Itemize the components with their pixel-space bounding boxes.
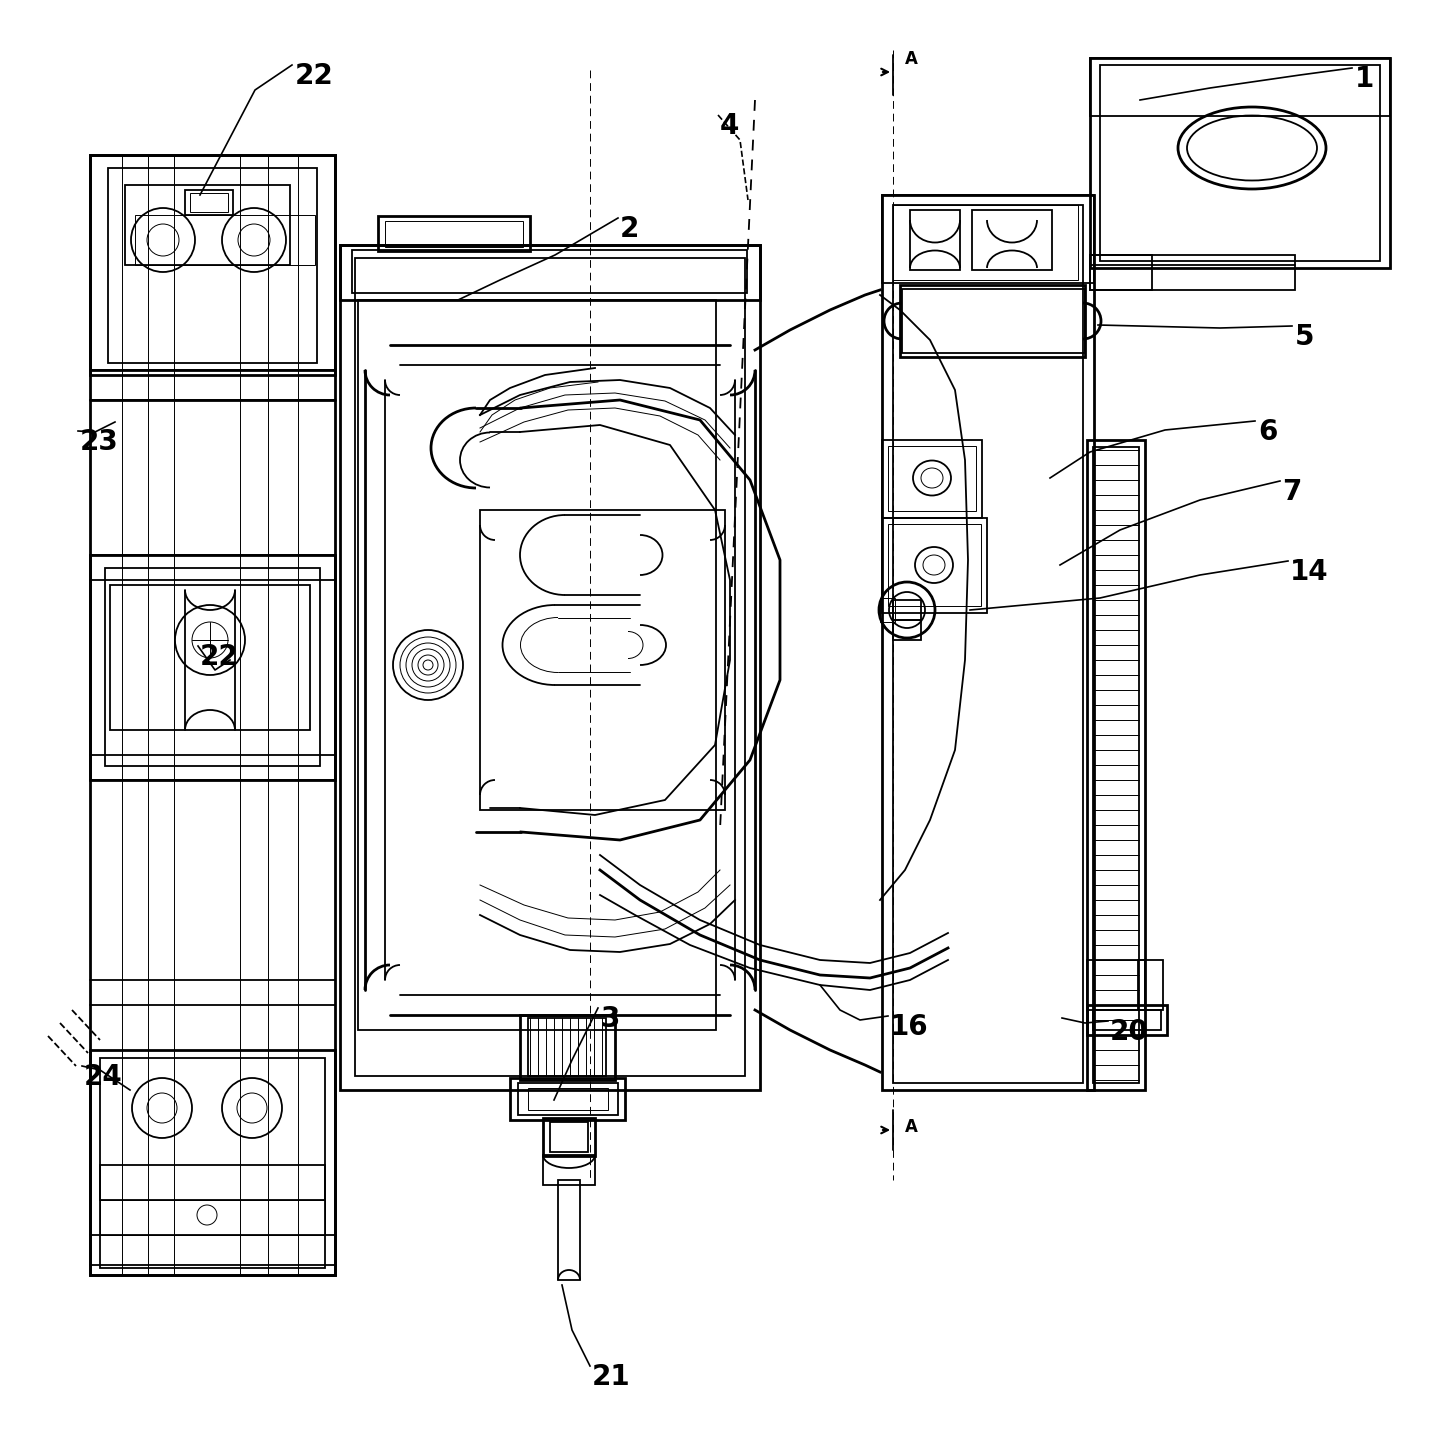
Text: 24: 24 [84, 1063, 123, 1092]
Bar [883, 440, 983, 518]
Bar [1090, 58, 1391, 269]
Bar [135, 215, 315, 266]
Bar [185, 191, 233, 215]
Bar [110, 585, 310, 731]
Bar [106, 567, 320, 765]
Text: 1: 1 [1354, 65, 1375, 92]
Bar [883, 518, 987, 614]
Bar [340, 245, 760, 300]
Bar [900, 284, 1085, 357]
Bar [357, 300, 716, 1030]
Text: 22: 22 [200, 643, 239, 671]
Bar [1087, 440, 1145, 1090]
Bar [880, 598, 896, 622]
Bar [109, 168, 317, 362]
Bar [883, 195, 1094, 283]
Bar [910, 209, 959, 270]
Bar [509, 1079, 625, 1121]
Bar [972, 209, 1052, 270]
Bar [1090, 256, 1152, 290]
Text: 5: 5 [1295, 323, 1314, 351]
Bar [543, 1155, 595, 1186]
Bar [893, 205, 1078, 280]
Bar [888, 524, 981, 606]
Bar [1090, 256, 1295, 290]
Bar [352, 250, 747, 293]
Text: A: A [904, 51, 917, 68]
Text: 20: 20 [1110, 1018, 1149, 1045]
Bar [888, 446, 975, 511]
Bar [340, 245, 760, 1090]
Bar [480, 510, 725, 810]
Bar [378, 217, 530, 251]
Bar [518, 1083, 618, 1115]
Bar [543, 1118, 595, 1157]
Text: 16: 16 [890, 1014, 929, 1041]
Bar [1092, 448, 1139, 1083]
Bar [100, 1165, 326, 1200]
Bar [90, 155, 336, 1275]
Bar [100, 1058, 326, 1268]
Bar [528, 1018, 606, 1076]
Bar [190, 193, 229, 212]
Text: 22: 22 [295, 62, 334, 90]
Bar [893, 601, 920, 619]
Bar [90, 554, 336, 780]
Bar [1090, 58, 1391, 116]
Bar [1100, 65, 1380, 261]
Bar [893, 205, 1082, 1083]
Text: 2: 2 [619, 215, 640, 243]
Text: 4: 4 [721, 113, 739, 140]
Text: 3: 3 [601, 1005, 619, 1032]
Bar [1087, 1005, 1166, 1035]
Bar [90, 1050, 336, 1275]
Bar [883, 195, 1094, 1090]
Bar [559, 1180, 580, 1279]
Bar [901, 289, 1085, 352]
Bar [355, 258, 745, 1076]
Bar [100, 1200, 326, 1235]
Bar [519, 1015, 615, 1080]
Bar [550, 1122, 587, 1152]
Bar [385, 221, 522, 247]
Bar [1137, 960, 1163, 1009]
Text: 14: 14 [1289, 557, 1328, 586]
Bar [1087, 960, 1145, 1009]
Text: 7: 7 [1282, 478, 1301, 505]
Text: A: A [904, 1118, 917, 1136]
Bar [528, 1087, 608, 1110]
Text: 6: 6 [1257, 417, 1278, 446]
Bar [893, 619, 920, 640]
Bar [90, 155, 336, 375]
Text: 21: 21 [592, 1363, 631, 1391]
Bar [1092, 1009, 1160, 1030]
Bar [124, 185, 289, 266]
Text: 23: 23 [80, 427, 119, 456]
